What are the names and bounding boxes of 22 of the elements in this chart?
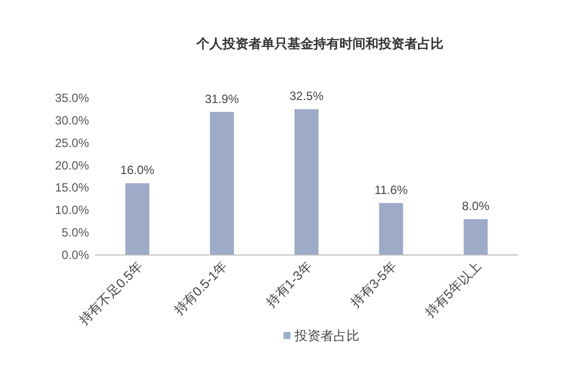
data-label: 11.6% [374,182,408,197]
bar [125,183,150,255]
bar [379,202,404,255]
bar [464,219,488,255]
data-label: 16.0% [120,163,155,178]
y-tick-label: 25.0% [54,136,90,150]
y-tick-label: 20.0% [54,158,90,172]
bar [294,109,318,255]
x-tick-label: 持有1-3年 [263,258,315,310]
y-tick-label: 10.0% [54,203,90,218]
x-tick-label: 持有3-5年 [348,258,400,310]
data-label: 31.9% [204,92,240,106]
y-tick-label: 30.0% [54,113,90,128]
y-tick-label: 15.0% [54,180,90,195]
y-tick-label: 35.0% [54,91,90,105]
x-tick-label: 持有5年以上 [422,258,484,320]
data-label: 8.0% [462,199,490,214]
bar [210,112,234,255]
y-tick-label: 5.0% [62,226,90,240]
chart-title: 个人投资者单只基金持有时间和投资者占比 [196,36,444,51]
legend-label: 投资者占比 [294,328,360,343]
data-label: 32.5% [289,89,324,104]
